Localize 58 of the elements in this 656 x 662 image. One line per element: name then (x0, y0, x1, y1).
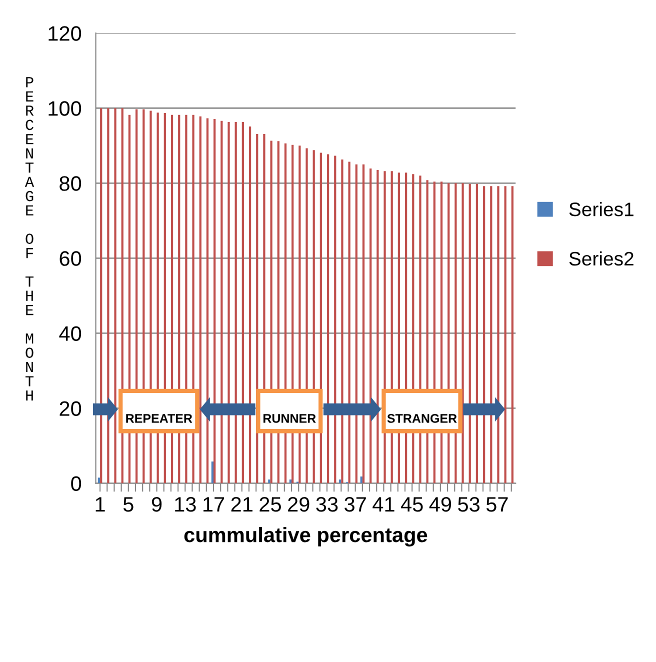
bar (476, 184, 478, 484)
bar (248, 126, 252, 484)
x-tick-label: 37 (344, 497, 366, 512)
x-tick-label: 53 (458, 497, 480, 512)
bar (242, 122, 244, 484)
annotation: STRANGER (387, 414, 457, 423)
x-tick-label: 9 (152, 497, 162, 512)
bar (100, 108, 102, 484)
bar (362, 164, 365, 484)
bar (490, 186, 492, 484)
bar (497, 186, 500, 484)
y-tick-label: 60 (60, 251, 82, 266)
bar (376, 170, 379, 484)
bar (220, 120, 223, 484)
bar (98, 478, 100, 484)
x-axis-title: cummulative percentage (184, 526, 428, 546)
annotation: RUNNER (263, 414, 316, 423)
x-tick-label: 45 (400, 497, 423, 512)
x-tick-label: 57 (486, 497, 508, 512)
x-tick-label: 29 (288, 497, 310, 512)
bar (360, 476, 362, 484)
x-tick-label: 5 (123, 497, 134, 512)
x-tick-label: 17 (204, 497, 224, 512)
bar (214, 119, 216, 484)
y-tick-label: 40 (59, 326, 82, 341)
text: PERCENTAGE OF THE MONTH (24, 77, 34, 401)
legend-label: Series2 (569, 251, 634, 266)
annotation: REPEATER (126, 414, 192, 423)
y-tick-label: 80 (60, 176, 82, 191)
y-tick-label: 0 (71, 476, 82, 492)
bar (199, 116, 202, 484)
y-tick-label: 100 (48, 101, 82, 116)
bar (468, 184, 471, 484)
bar (355, 164, 358, 484)
x-tick-label: 13 (175, 497, 196, 512)
y-tick-label: 20 (60, 401, 82, 416)
bar (504, 186, 506, 484)
bar (107, 108, 110, 484)
bar (114, 108, 116, 484)
bar (482, 186, 486, 484)
x-tick-label: 1 (96, 497, 105, 512)
bar (211, 462, 214, 484)
bar (348, 162, 350, 484)
bar (326, 154, 330, 484)
bar (370, 168, 372, 484)
bar (341, 160, 344, 484)
bar (462, 183, 464, 484)
x-tick-label: 33 (316, 497, 338, 512)
bar (228, 122, 230, 484)
x-tick-label: 49 (429, 497, 452, 512)
bar (234, 122, 237, 484)
x-tick-label: 21 (231, 497, 252, 512)
legend-label: Series1 (569, 202, 634, 216)
bar (334, 156, 336, 484)
y-tick-label: 120 (48, 26, 82, 41)
bar (511, 186, 514, 484)
x-tick-label: 41 (372, 497, 394, 512)
x-tick-label: 25 (260, 497, 281, 512)
